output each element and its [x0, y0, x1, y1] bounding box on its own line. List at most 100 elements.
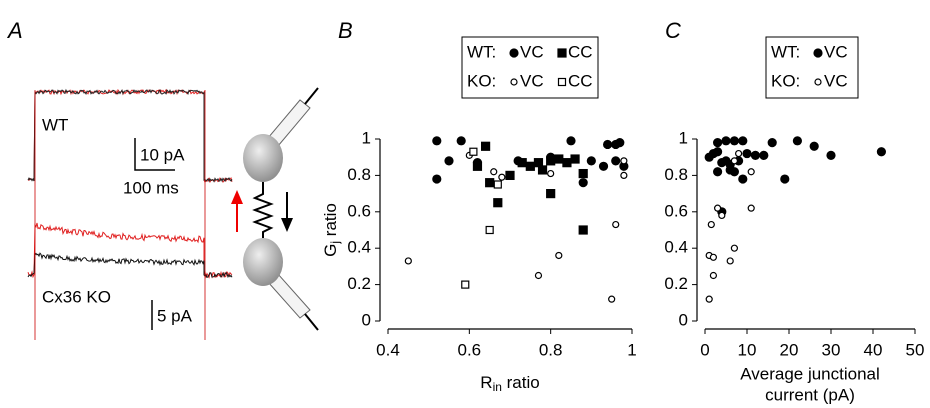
point — [493, 180, 502, 189]
point — [709, 253, 718, 261]
point — [738, 174, 748, 184]
electrode — [304, 87, 319, 105]
point — [481, 141, 491, 151]
point — [525, 161, 535, 171]
x-tick-label: 50 — [906, 340, 925, 359]
scale-label: 100 ms — [123, 178, 179, 197]
point — [598, 161, 609, 171]
legend-box — [765, 36, 859, 99]
panel-label: B — [338, 18, 353, 43]
x-tick-label: 1 — [627, 340, 636, 359]
cell-diagram — [231, 87, 319, 331]
y-tick-label: 0.2 — [664, 274, 688, 293]
point — [876, 147, 887, 157]
point — [547, 169, 555, 178]
y-tick-label: 0.6 — [347, 201, 371, 220]
legend-marker — [557, 48, 567, 58]
point — [485, 178, 495, 188]
point — [608, 295, 616, 303]
y-tick-label: 0.2 — [347, 274, 371, 293]
scale-bar — [134, 138, 175, 171]
point — [726, 257, 734, 265]
cell — [243, 238, 283, 286]
point — [578, 168, 588, 179]
point — [517, 158, 527, 168]
point — [566, 136, 576, 146]
point — [729, 136, 740, 146]
point — [750, 150, 761, 160]
legend-group: WT: — [771, 42, 800, 61]
point — [712, 147, 723, 157]
trace — [27, 222, 233, 279]
point — [742, 148, 752, 159]
point — [730, 244, 739, 252]
y-tick-label: 0.6 — [664, 201, 688, 220]
point — [490, 168, 498, 176]
point — [555, 251, 563, 260]
point — [705, 295, 713, 303]
cell — [243, 134, 283, 182]
point — [485, 225, 494, 235]
x-axis-label-part: ratio — [502, 373, 540, 392]
point — [570, 154, 580, 164]
point — [611, 156, 621, 166]
point — [578, 178, 588, 188]
y-axis-label: Gj ratio — [321, 203, 342, 257]
y-tick-label: 0 — [362, 310, 371, 329]
legend-group: KO: — [771, 71, 800, 90]
y-tick-label: 0.8 — [664, 165, 688, 184]
point — [578, 225, 588, 235]
y-tick-label: 0.4 — [347, 238, 371, 257]
legend-box — [461, 36, 599, 99]
point — [734, 149, 743, 158]
x-axis-label-part: in — [493, 380, 502, 394]
x-tick-label: 30 — [822, 340, 841, 359]
scale-label: 10 pA — [140, 145, 185, 164]
point — [498, 173, 506, 181]
point — [554, 154, 564, 164]
y-tick-label: 1 — [362, 128, 371, 147]
traces — [27, 88, 233, 340]
point — [712, 167, 723, 177]
point — [780, 174, 790, 184]
x-tick-label: 0 — [700, 340, 709, 359]
point — [432, 136, 442, 146]
legend-marker — [813, 48, 823, 58]
trace-label: WT — [42, 115, 68, 134]
point — [472, 161, 483, 171]
legend-label: CC — [568, 71, 593, 90]
point — [759, 150, 769, 160]
y-tick-label: 0.8 — [347, 165, 371, 184]
point — [707, 220, 715, 229]
point — [718, 211, 726, 220]
scale-label: 5 pA — [157, 306, 193, 325]
point — [493, 198, 503, 208]
legend-label: VC — [824, 71, 848, 90]
point — [747, 204, 755, 212]
point — [404, 257, 412, 265]
legend-marker — [557, 77, 567, 87]
x-axis-label: current (pA) — [765, 385, 855, 404]
point — [461, 280, 470, 289]
point — [612, 220, 620, 229]
y-tick-label: 0.4 — [664, 238, 688, 257]
x-tick-label: 0.6 — [458, 340, 482, 359]
y-tick-label: 0 — [679, 310, 688, 329]
legend-label: VC — [824, 42, 848, 61]
x-axis-label: Average junctional — [740, 364, 880, 383]
point — [432, 174, 442, 184]
point — [546, 156, 556, 166]
y-axis-label-part: ratio — [321, 203, 340, 241]
legend-group: WT: — [467, 42, 496, 61]
point — [729, 167, 740, 177]
point — [809, 141, 819, 151]
x-tick-label: 10 — [738, 340, 757, 359]
point — [602, 139, 613, 150]
y-axis-label-part: j — [328, 241, 342, 245]
trace — [27, 88, 233, 184]
panel-label: A — [6, 18, 23, 43]
point — [620, 171, 628, 179]
point — [456, 136, 466, 146]
point — [586, 156, 596, 166]
